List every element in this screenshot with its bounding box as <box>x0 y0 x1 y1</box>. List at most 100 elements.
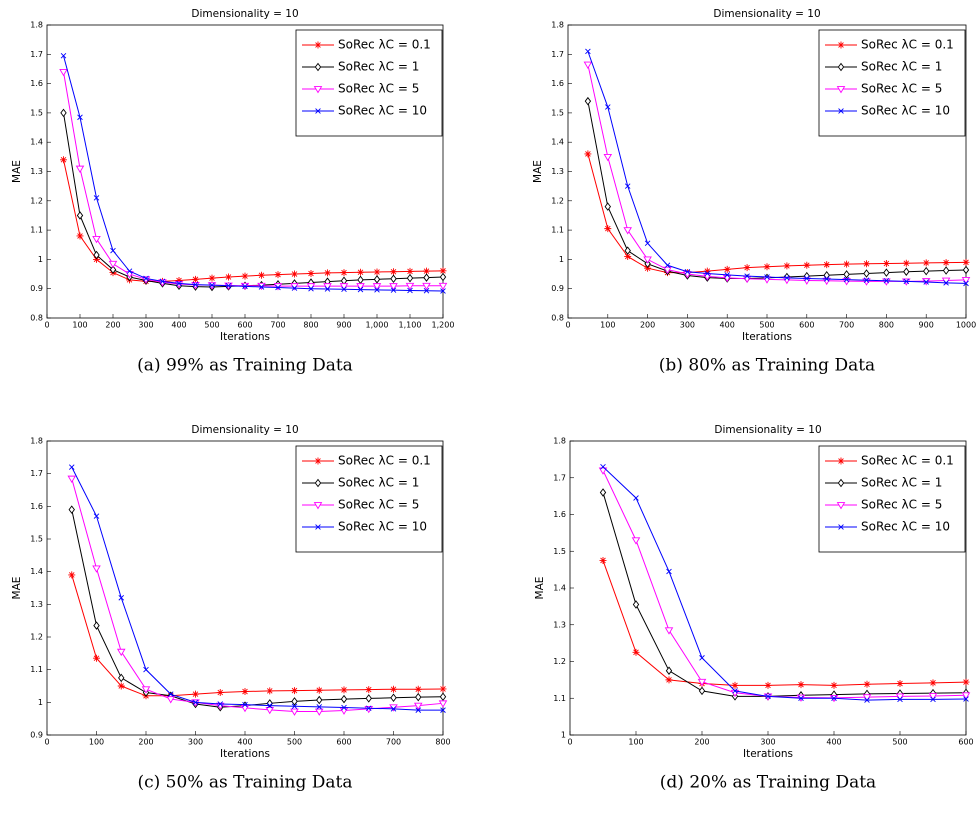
point-marker <box>67 475 77 483</box>
point-marker <box>930 696 936 703</box>
point-marker <box>665 666 673 675</box>
point-marker <box>93 654 100 662</box>
point-marker <box>783 262 791 270</box>
point-marker <box>439 685 447 693</box>
point-marker <box>605 104 611 110</box>
point-marker <box>804 275 810 282</box>
point-marker <box>439 267 447 275</box>
point-marker <box>339 283 349 291</box>
legend-label: SoRec λC = 5 <box>338 498 419 512</box>
point-marker <box>942 266 950 275</box>
point-marker <box>390 287 397 293</box>
point-marker <box>307 269 315 277</box>
point-marker <box>60 108 67 118</box>
y-tick-label: 1.3 <box>30 167 43 176</box>
legend-label: SoRec λC = 0.1 <box>861 38 954 52</box>
legend: SoRec λC = 0.1 SoRec λC = 1 SoRec λC = 5 So… <box>818 445 966 553</box>
point-marker <box>258 284 265 290</box>
x-axis-label: Iterations <box>220 331 270 343</box>
point-marker <box>290 708 299 716</box>
point-marker <box>291 270 298 278</box>
y-tick-label: 1.3 <box>553 620 566 629</box>
y-tick-label: 1.7 <box>551 50 564 59</box>
y-tick-label: 1 <box>38 255 43 264</box>
point-marker <box>883 278 890 284</box>
point-marker <box>903 278 910 285</box>
y-tick-label: 1.3 <box>551 167 564 176</box>
point-marker <box>390 268 397 276</box>
legend-marker <box>838 524 844 530</box>
point-marker <box>192 281 199 288</box>
point-marker <box>929 679 937 687</box>
point-marker <box>732 688 738 694</box>
point-marker <box>943 280 949 286</box>
y-tick-label: 1.7 <box>30 469 43 478</box>
point-marker <box>928 693 938 701</box>
point-marker <box>373 275 381 284</box>
point-marker <box>598 467 608 475</box>
caption: (b) 80% as Training Data <box>659 356 875 376</box>
point-marker <box>798 695 804 702</box>
point-marker <box>92 565 101 573</box>
x-tick-label: 600 <box>799 321 814 330</box>
point-marker <box>862 694 872 702</box>
point-marker <box>216 689 224 697</box>
panel: Dimensionality = 10 Iterations MAE (d) 20% … <box>534 424 974 793</box>
legend-marker <box>313 502 323 510</box>
point-marker <box>440 288 446 294</box>
point-marker <box>192 699 199 706</box>
point-marker <box>192 275 199 283</box>
point-marker <box>308 285 314 292</box>
y-tick-label: 1.7 <box>553 473 566 482</box>
x-tick-label: 400 <box>171 321 186 330</box>
point-marker <box>631 537 641 545</box>
x-tick-label: 1,200 <box>432 321 455 330</box>
point-marker <box>797 681 805 689</box>
point-marker <box>724 272 730 278</box>
point-marker <box>291 703 298 710</box>
point-marker <box>60 52 67 59</box>
point-marker <box>274 271 282 279</box>
point-marker <box>357 286 364 293</box>
point-marker <box>92 235 101 244</box>
x-tick-label: 1,000 <box>366 321 389 330</box>
point-marker <box>440 707 446 713</box>
legend-label: SoRec λC = 1 <box>338 60 419 74</box>
point-marker <box>963 280 969 287</box>
x-tick-label: 600 <box>958 738 973 747</box>
point-marker <box>624 246 631 255</box>
point-marker <box>117 682 125 690</box>
chart-title: Dimensionality = 10 <box>714 424 821 436</box>
point-marker <box>896 680 904 688</box>
point-marker <box>744 273 750 279</box>
legend-marker <box>315 524 321 530</box>
point-marker <box>438 700 448 708</box>
y-tick-label: 1.2 <box>553 657 566 666</box>
point-marker <box>192 690 199 698</box>
point-marker <box>365 705 372 711</box>
point-marker <box>175 276 183 284</box>
point-marker <box>863 260 870 268</box>
series-line <box>602 560 967 686</box>
y-tick-label: 1 <box>561 731 566 740</box>
point-marker <box>423 267 430 275</box>
x-tick-label: 700 <box>839 321 854 330</box>
series-line <box>71 574 444 697</box>
point-marker <box>266 687 274 695</box>
panel: Dimensionality = 10 Iterations MAE (b) 80% … <box>532 8 976 376</box>
y-tick-label: 1.3 <box>30 600 43 609</box>
series-line <box>602 466 967 701</box>
point-marker <box>389 283 398 291</box>
point-marker <box>291 285 298 291</box>
y-tick-label: 1.2 <box>30 196 43 205</box>
point-marker <box>75 165 85 173</box>
point-marker <box>698 686 706 696</box>
y-tick-label: 0.8 <box>30 314 43 323</box>
point-marker <box>831 695 837 702</box>
point-marker <box>644 264 652 272</box>
point-marker <box>830 681 838 689</box>
x-tick-label: 100 <box>600 321 615 330</box>
point-marker <box>208 274 216 282</box>
point-marker <box>423 273 430 282</box>
x-tick-label: 200 <box>694 738 709 747</box>
